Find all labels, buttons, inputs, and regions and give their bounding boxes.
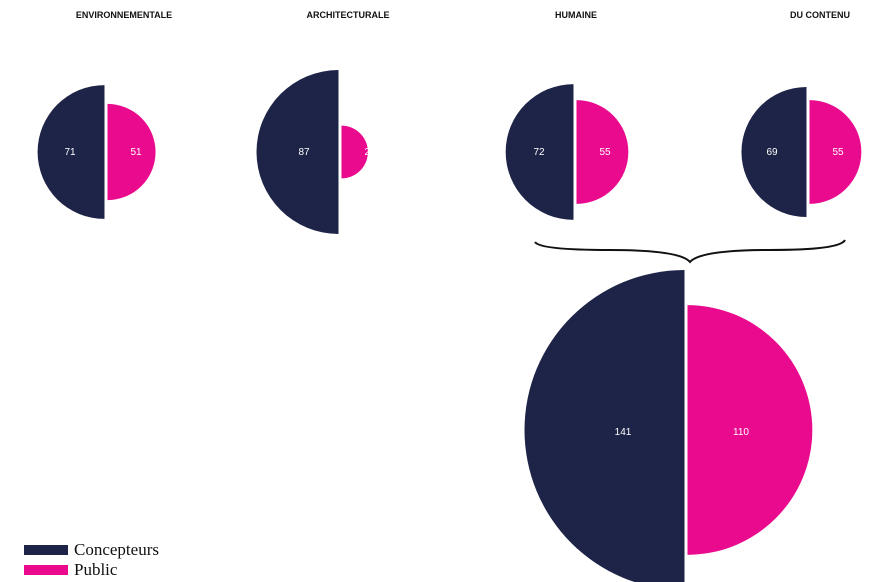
legend: Concepteurs Public (24, 540, 159, 580)
legend-item-concepteurs: Concepteurs (24, 540, 159, 560)
half-public-du-contenu (809, 100, 862, 204)
legend-item-public: Public (24, 560, 159, 580)
half-public-environnementale (107, 103, 156, 201)
category-title-architecturale: ARCHITECTURALE (307, 10, 390, 20)
legend-label-public: Public (74, 560, 118, 579)
value-label-public-du-contenu: 55 (832, 147, 844, 158)
legend-swatch-concepteurs (24, 545, 68, 555)
half-concepteurs-total (524, 270, 685, 582)
value-label-concepteurs-total: 141 (615, 427, 632, 438)
value-label-concepteurs-humaine: 72 (533, 147, 545, 158)
value-label-public-environnementale: 51 (130, 147, 142, 158)
half-public-architecturale (341, 125, 368, 179)
value-label-public-total: 110 (733, 427, 749, 438)
category-title-environnementale: ENVIRONNEMENTALE (76, 10, 172, 20)
value-label-concepteurs-du-contenu: 69 (766, 147, 778, 158)
value-label-public-architecturale: 28 (364, 147, 376, 158)
value-labels: 71 51 87 28 72 55 69 55 141 110 (64, 147, 844, 438)
half-concepteurs-du-contenu (741, 86, 807, 218)
legend-label-concepteurs: Concepteurs (74, 540, 159, 559)
category-titles: ENVIRONNEMENTALE ARCHITECTURALE HUMAINE DU … (76, 10, 850, 20)
half-concepteurs-architecturale (256, 70, 339, 234)
half-circles (37, 70, 862, 582)
grouping-brace (534, 239, 846, 264)
category-title-du-contenu: DU CONTENU (790, 10, 850, 20)
half-concepteurs-humaine (505, 84, 574, 220)
category-title-humaine: HUMAINE (555, 10, 597, 20)
value-label-concepteurs-architecturale: 87 (298, 147, 310, 158)
half-public-humaine (576, 100, 629, 204)
half-public-total (687, 305, 813, 555)
legend-swatch-public (24, 565, 68, 575)
half-concepteurs-environnementale (37, 85, 105, 219)
value-label-public-humaine: 55 (599, 147, 611, 158)
value-label-concepteurs-environnementale: 71 (64, 147, 76, 158)
